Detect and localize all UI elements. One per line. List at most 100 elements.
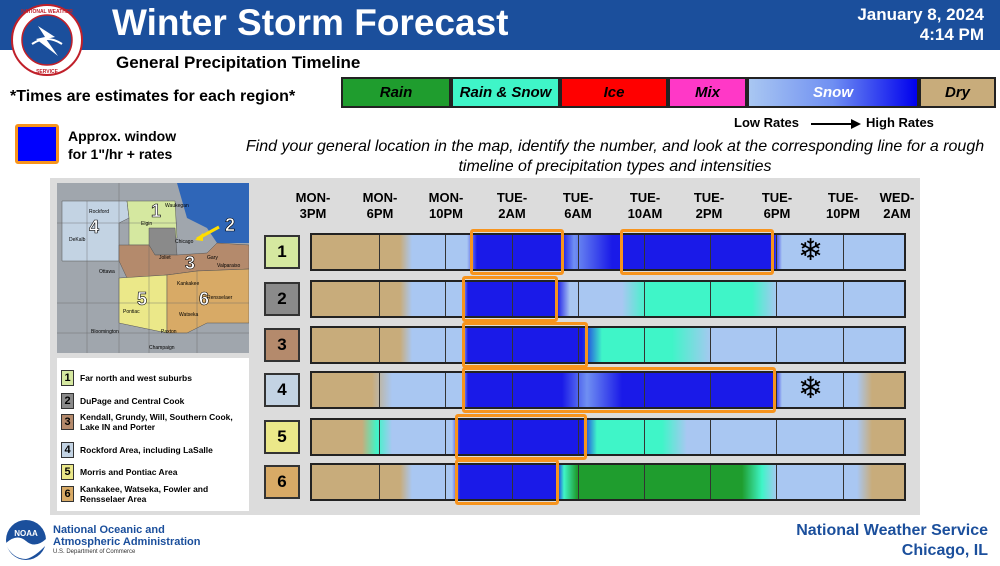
timeline-gridline: [379, 373, 380, 407]
timeline-gridline: [445, 465, 446, 499]
map-label-valparaiso: Valparaiso: [217, 263, 240, 269]
timeline-gridline: [843, 373, 844, 407]
region-name: Kankakee, Watseka, Fowler and Rensselaer…: [80, 484, 209, 504]
map-label-champaign: Champaign: [149, 345, 175, 351]
timeline-gridline: [512, 328, 513, 362]
heavy-snow-window: [455, 459, 559, 505]
time-label-day: TUE-: [629, 190, 661, 205]
svg-text:1: 1: [151, 201, 161, 221]
timeline-gridline: [644, 328, 645, 362]
timeline-gridline: [512, 465, 513, 499]
noaa-name-line1: National Oceanic and: [53, 524, 165, 536]
region-list-item: 5 Morris and Pontiac Area: [61, 462, 240, 482]
header-bar: [0, 0, 1000, 50]
region-list-item: 4 Rockford Area, including LaSalle: [61, 440, 240, 460]
timeline-gridline: [644, 373, 645, 407]
time-label-day: TUE-: [496, 190, 528, 205]
time-label-hour: 2AM: [883, 206, 911, 221]
timeline-gridline: [578, 235, 579, 269]
time-label-hour: 6AM: [564, 206, 592, 221]
timeline-row-number: 4: [264, 373, 300, 407]
legend-rain-snow: Rain & Snow: [451, 77, 560, 108]
region-list-item: 2 DuPage and Central Cook: [61, 391, 240, 411]
snowflake-icon: ❄: [798, 234, 824, 267]
region-number-box: 2: [61, 393, 74, 409]
timeline-gridline: [776, 282, 777, 316]
timeline-gridline: [776, 465, 777, 499]
timeline-row: [310, 326, 906, 364]
timeline-gridline: [644, 235, 645, 269]
timeline-row: [310, 418, 906, 456]
region-name: Rockford Area, including LaSalle: [80, 445, 213, 455]
timeline-gridline: [512, 235, 513, 269]
timeline-gridline: [710, 235, 711, 269]
time-label-day: TUE-: [562, 190, 594, 205]
timeline-gridline: [710, 328, 711, 362]
map-label-rensselaer: Rensselaer: [207, 295, 233, 301]
time-label-day: WED-: [879, 190, 915, 205]
timeline-row-number: 5: [264, 420, 300, 454]
map-label-bloomington: Bloomington: [91, 329, 119, 335]
time-label-day: MON-: [362, 190, 398, 205]
time-label: TUE- 10AM: [615, 190, 675, 222]
svg-text:NATIONAL WEATHER: NATIONAL WEATHER: [21, 9, 73, 15]
snowflake-icon: ❄: [798, 372, 824, 405]
heavy-snow-window: [462, 276, 558, 322]
map-label-dekalb: DeKalb: [69, 237, 86, 243]
timeline-gridline: [578, 373, 579, 407]
map-label-waukegan: Waukegan: [165, 203, 189, 209]
timeline-gridline: [445, 235, 446, 269]
timeline-gridline: [710, 282, 711, 316]
region-map: 1 2 3 4 5 6 Rockford Waukegan DeKalb Elg…: [57, 183, 249, 353]
time-label-hour: 10PM: [429, 206, 463, 221]
svg-text:2: 2: [225, 215, 235, 235]
timeline-row-number: 3: [264, 328, 300, 362]
map-label-kankakee: Kankakee: [177, 281, 199, 287]
timeline-row: [310, 371, 906, 409]
time-label: TUE- 10PM: [813, 190, 873, 222]
low-rates-label: Low Rates: [734, 115, 800, 130]
timeline-gridline: [776, 420, 777, 454]
timeline-row: [310, 280, 906, 318]
map-label-elgin: Elgin: [141, 221, 152, 227]
time-label-hour: 10PM: [826, 206, 860, 221]
timeline-gridline: [578, 282, 579, 316]
nws-office-line1: National Weather Service: [796, 522, 988, 539]
timeline-gridline: [578, 328, 579, 362]
svg-text:6: 6: [199, 289, 209, 309]
time-label-day: TUE-: [761, 190, 793, 205]
heavy-snow-window: [462, 367, 776, 413]
nws-office-line2: Chicago, IL: [901, 542, 988, 559]
time-label-hour: 2PM: [695, 206, 723, 221]
time-label-hour: 2AM: [498, 206, 526, 221]
svg-text:5: 5: [137, 289, 147, 309]
region-number-box: 5: [61, 464, 74, 480]
time-label: MON- 6PM: [350, 190, 410, 222]
window-key-swatch: [15, 124, 59, 164]
page-title: Winter Storm Forecast: [112, 2, 509, 43]
time-label: TUE- 6PM: [747, 190, 807, 222]
map-label-rockford: Rockford: [89, 209, 109, 215]
region-list-item: 1 Far north and west suburbs: [61, 368, 240, 388]
page-subtitle: General Precipitation Timeline: [116, 53, 361, 72]
timeline-gridline: [379, 420, 380, 454]
timeline-gridline: [776, 373, 777, 407]
svg-text:3: 3: [185, 253, 195, 273]
timeline-gridline: [776, 235, 777, 269]
timeline-gridline: [776, 328, 777, 362]
legend-rain: Rain: [341, 77, 451, 108]
time-label: TUE- 6AM: [548, 190, 608, 222]
timeline-gridline: [512, 282, 513, 316]
map-label-watseka: Watseka: [179, 312, 198, 318]
window-key-line1: Approx. window: [68, 128, 177, 144]
heavy-snow-window: [455, 414, 587, 460]
estimate-note: *Times are estimates for each region*: [10, 88, 296, 105]
region-name: Morris and Pontiac Area: [80, 467, 178, 477]
timeline-gridline: [379, 235, 380, 269]
time-label-day: TUE-: [827, 190, 859, 205]
time-label-hour: 6PM: [763, 206, 791, 221]
footer: [0, 517, 1000, 562]
heavy-snow-window: [470, 229, 564, 275]
timeline-gridline: [445, 282, 446, 316]
region-name: DuPage and Central Cook: [80, 396, 185, 406]
